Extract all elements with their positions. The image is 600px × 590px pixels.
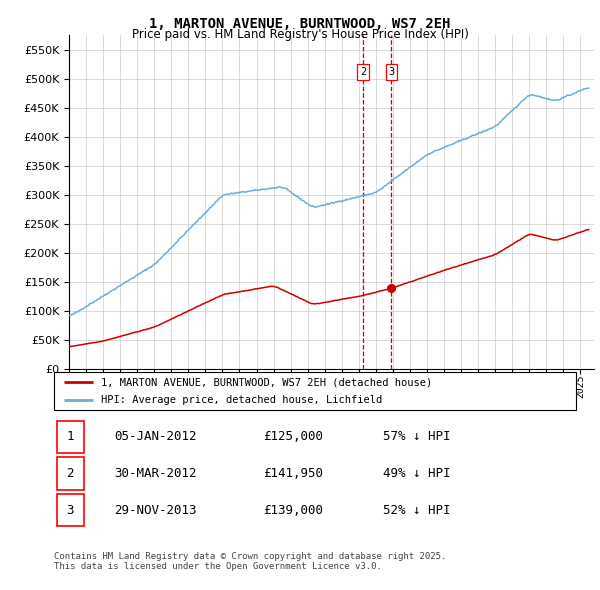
Text: 05-JAN-2012: 05-JAN-2012 bbox=[114, 430, 197, 443]
Text: 1, MARTON AVENUE, BURNTWOOD, WS7 2EH: 1, MARTON AVENUE, BURNTWOOD, WS7 2EH bbox=[149, 17, 451, 31]
Text: 3: 3 bbox=[67, 504, 74, 517]
FancyBboxPatch shape bbox=[56, 457, 84, 490]
FancyBboxPatch shape bbox=[56, 421, 84, 453]
Text: £139,000: £139,000 bbox=[263, 504, 323, 517]
Text: 1, MARTON AVENUE, BURNTWOOD, WS7 2EH (detached house): 1, MARTON AVENUE, BURNTWOOD, WS7 2EH (de… bbox=[101, 378, 432, 388]
Text: £125,000: £125,000 bbox=[263, 430, 323, 443]
Text: HPI: Average price, detached house, Lichfield: HPI: Average price, detached house, Lich… bbox=[101, 395, 382, 405]
FancyBboxPatch shape bbox=[54, 372, 576, 410]
Text: Price paid vs. HM Land Registry's House Price Index (HPI): Price paid vs. HM Land Registry's House … bbox=[131, 28, 469, 41]
Text: 49% ↓ HPI: 49% ↓ HPI bbox=[383, 467, 451, 480]
Text: £141,950: £141,950 bbox=[263, 467, 323, 480]
Text: 30-MAR-2012: 30-MAR-2012 bbox=[114, 467, 197, 480]
FancyBboxPatch shape bbox=[56, 494, 84, 526]
Text: 1: 1 bbox=[67, 430, 74, 443]
Text: 29-NOV-2013: 29-NOV-2013 bbox=[114, 504, 197, 517]
Text: Contains HM Land Registry data © Crown copyright and database right 2025.
This d: Contains HM Land Registry data © Crown c… bbox=[54, 552, 446, 571]
Text: 2: 2 bbox=[360, 67, 366, 77]
Text: 52% ↓ HPI: 52% ↓ HPI bbox=[383, 504, 451, 517]
Text: 2: 2 bbox=[67, 467, 74, 480]
Text: 3: 3 bbox=[388, 67, 394, 77]
Text: 57% ↓ HPI: 57% ↓ HPI bbox=[383, 430, 451, 443]
